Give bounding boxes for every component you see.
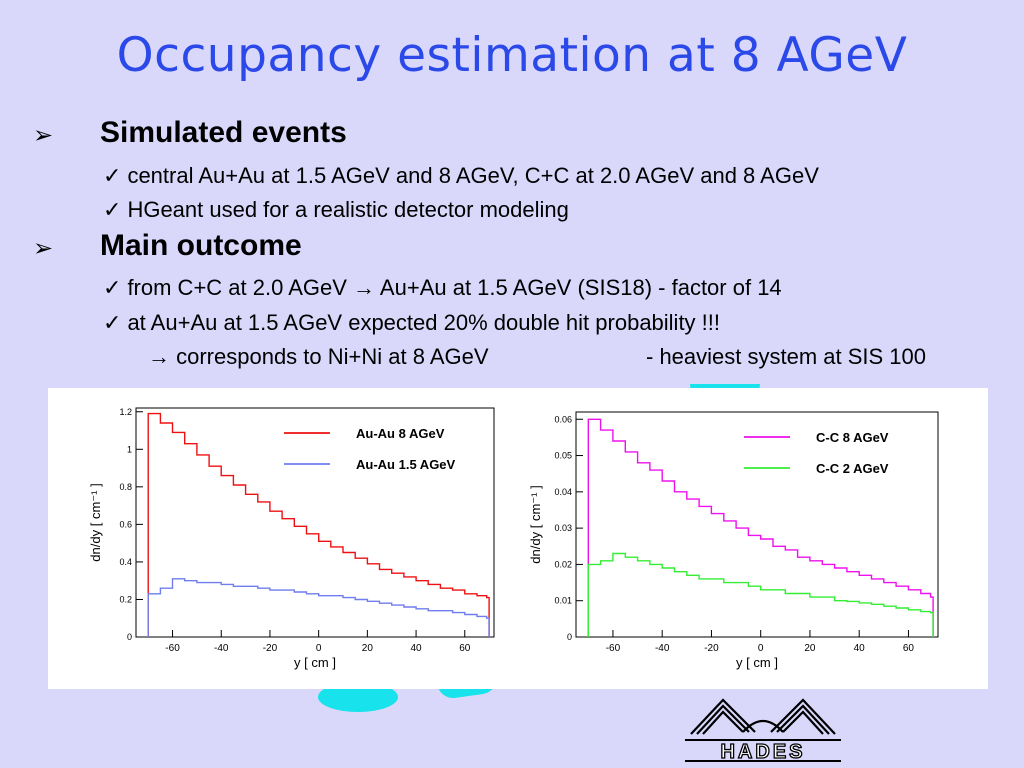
y-tick-label: 0.02 bbox=[554, 559, 572, 569]
y-tick-label: 0 bbox=[567, 632, 572, 642]
x-tick-label: 20 bbox=[804, 643, 816, 654]
series-line-0 bbox=[147, 412, 490, 637]
x-tick-label: -40 bbox=[214, 643, 229, 654]
x-tick-label: -60 bbox=[165, 643, 180, 654]
bullet-subline-left: → corresponds to Ni+Ni at 8 AGeV bbox=[148, 344, 489, 369]
bullet-line-text: from C+C at 2.0 AGeV → Au+Au at 1.5 AGeV… bbox=[127, 275, 782, 300]
check-icon: ✓ bbox=[103, 163, 122, 188]
x-tick-label: -60 bbox=[606, 643, 621, 654]
y-tick-label: 0.06 bbox=[554, 414, 572, 424]
bullet-marker-icon: ➢ bbox=[33, 235, 54, 262]
legend-label: C-C 2 AGeV bbox=[816, 461, 889, 476]
bullet-marker-icon: ➢ bbox=[33, 122, 54, 149]
y-tick-label: 1 bbox=[127, 444, 132, 454]
x-tick-label: 60 bbox=[459, 643, 471, 654]
y-tick-label: 0.04 bbox=[554, 487, 572, 497]
y-tick-label: 0.03 bbox=[554, 523, 572, 533]
series-line-0 bbox=[587, 418, 934, 637]
plot-frame bbox=[135, 407, 495, 638]
x-tick-label: -20 bbox=[263, 643, 278, 654]
check-icon: ✓ bbox=[103, 310, 122, 335]
bullet-subline-right: - heaviest system at SIS 100 bbox=[646, 344, 927, 369]
check-icon: ✓ bbox=[103, 197, 122, 222]
legend-label: Au-Au 8 AGeV bbox=[356, 426, 445, 441]
bullet-line: ✓ HGeant used for a realistic detector mo… bbox=[103, 197, 569, 223]
x-tick-label: 60 bbox=[903, 643, 915, 654]
x-tick-label: -20 bbox=[704, 643, 719, 654]
y-tick-label: 0.4 bbox=[119, 557, 132, 567]
legend-label: C-C 8 AGeV bbox=[816, 430, 889, 445]
y-tick-label: 1.2 bbox=[119, 407, 132, 417]
bullet-line: ✓ central Au+Au at 1.5 AGeV and 8 AGeV, C… bbox=[103, 163, 819, 189]
hades-logo: HADES bbox=[685, 698, 841, 762]
hades-logo-text: HADES bbox=[720, 741, 805, 762]
y-tick-label: 0.6 bbox=[119, 519, 132, 529]
x-tick-label: -40 bbox=[655, 643, 670, 654]
slide-title: Occupancy estimation at 8 AGeV bbox=[116, 28, 908, 83]
x-tick-label: 0 bbox=[758, 643, 764, 654]
chart-au-au: -60 -40 -20 0 20 40 60 0 0.2 0.4 0.6 0.8 1 1.2 y [ cm … bbox=[88, 407, 495, 670]
legend-label: Au-Au 1.5 AGeV bbox=[356, 457, 456, 472]
x-axis-label: y [ cm ] bbox=[294, 655, 336, 670]
bullet-line: ✓ at Au+Au at 1.5 AGeV expected 20% doubl… bbox=[103, 310, 720, 336]
series-line-1 bbox=[147, 578, 490, 637]
y-tick-label: 0.8 bbox=[119, 482, 132, 492]
y-axis-label: dn/dy [ cm⁻¹ ] bbox=[88, 483, 103, 561]
bullet-line-text: central Au+Au at 1.5 AGeV and 8 AGeV, C+… bbox=[127, 163, 819, 188]
y-tick-label: 0.01 bbox=[554, 596, 572, 606]
x-tick-label: 20 bbox=[362, 643, 374, 654]
bullet-line-text: at Au+Au at 1.5 AGeV expected 20% double… bbox=[127, 310, 721, 335]
x-tick-label: 40 bbox=[854, 643, 866, 654]
y-tick-label: 0.2 bbox=[119, 594, 132, 604]
bullet-line: ✓ from C+C at 2.0 AGeV → Au+Au at 1.5 AGe… bbox=[103, 275, 782, 301]
x-tick-label: 40 bbox=[411, 643, 423, 654]
bullet-heading-simulated-events: Simulated events bbox=[100, 116, 347, 149]
x-tick-label: 0 bbox=[316, 643, 322, 654]
bullet-line-text: HGeant used for a realistic detector mod… bbox=[127, 197, 569, 222]
y-axis-label: dn/dy [ cm⁻¹ ] bbox=[528, 485, 543, 563]
plot-frame bbox=[575, 411, 939, 638]
figure-panel: -60 -40 -20 0 20 40 60 0 0.2 0.4 0.6 0.8 1 1.2 y [ cm … bbox=[48, 388, 988, 689]
x-axis-label: y [ cm ] bbox=[736, 655, 778, 670]
series-line-1 bbox=[587, 552, 934, 637]
chart-c-c: -60 -40 -20 0 20 40 60 0 0.01 0.02 0.03 0.04 0.05 0.0… bbox=[528, 411, 939, 670]
y-tick-label: 0 bbox=[127, 632, 132, 642]
check-icon: ✓ bbox=[103, 275, 122, 300]
bullet-heading-main-outcome: Main outcome bbox=[100, 229, 302, 262]
y-tick-label: 0.05 bbox=[554, 451, 572, 461]
